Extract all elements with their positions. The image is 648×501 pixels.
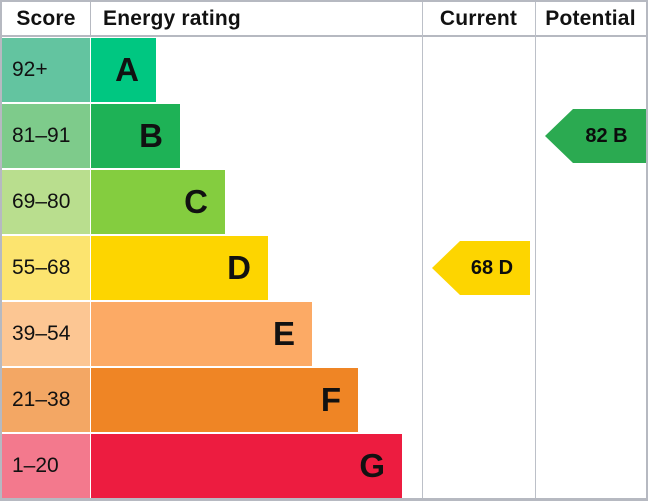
- score-range: 92+: [2, 38, 90, 102]
- header-potential: Potential: [545, 7, 636, 30]
- score-range: 55–68: [2, 236, 90, 300]
- rating-bar: F: [91, 368, 358, 432]
- potential-column-divider: [535, 2, 536, 498]
- rating-row-d: 55–68 D: [2, 236, 646, 300]
- current-column-divider: [422, 2, 423, 498]
- rating-bar: E: [91, 302, 312, 366]
- rating-row-a: 92+ A: [2, 38, 646, 102]
- rating-bar: D: [91, 236, 268, 300]
- rating-bar: A: [91, 38, 156, 102]
- rating-bar: G: [91, 434, 402, 498]
- score-range: 81–91: [2, 104, 90, 168]
- score-range: 39–54: [2, 302, 90, 366]
- score-range: 21–38: [2, 368, 90, 432]
- header-row: Score Energy rating Current Potential: [2, 2, 646, 37]
- header-score-divider: [90, 2, 91, 35]
- rating-row-g: 1–20 G: [2, 434, 646, 498]
- header-current: Current: [439, 7, 518, 30]
- header-energy-rating: Energy rating: [103, 7, 241, 30]
- header-score: Score: [16, 7, 76, 30]
- rating-row-e: 39–54 E: [2, 302, 646, 366]
- score-range: 69–80: [2, 170, 90, 234]
- rating-rows: 92+ A 81–91 B 69–80 C 55–68 D 39–54 E 21…: [2, 38, 646, 498]
- rating-row-c: 69–80 C: [2, 170, 646, 234]
- rating-row-b: 81–91 B: [2, 104, 646, 168]
- rating-bar: B: [91, 104, 180, 168]
- score-range: 1–20: [2, 434, 90, 498]
- rating-bar: C: [91, 170, 225, 234]
- rating-row-f: 21–38 F: [2, 368, 646, 432]
